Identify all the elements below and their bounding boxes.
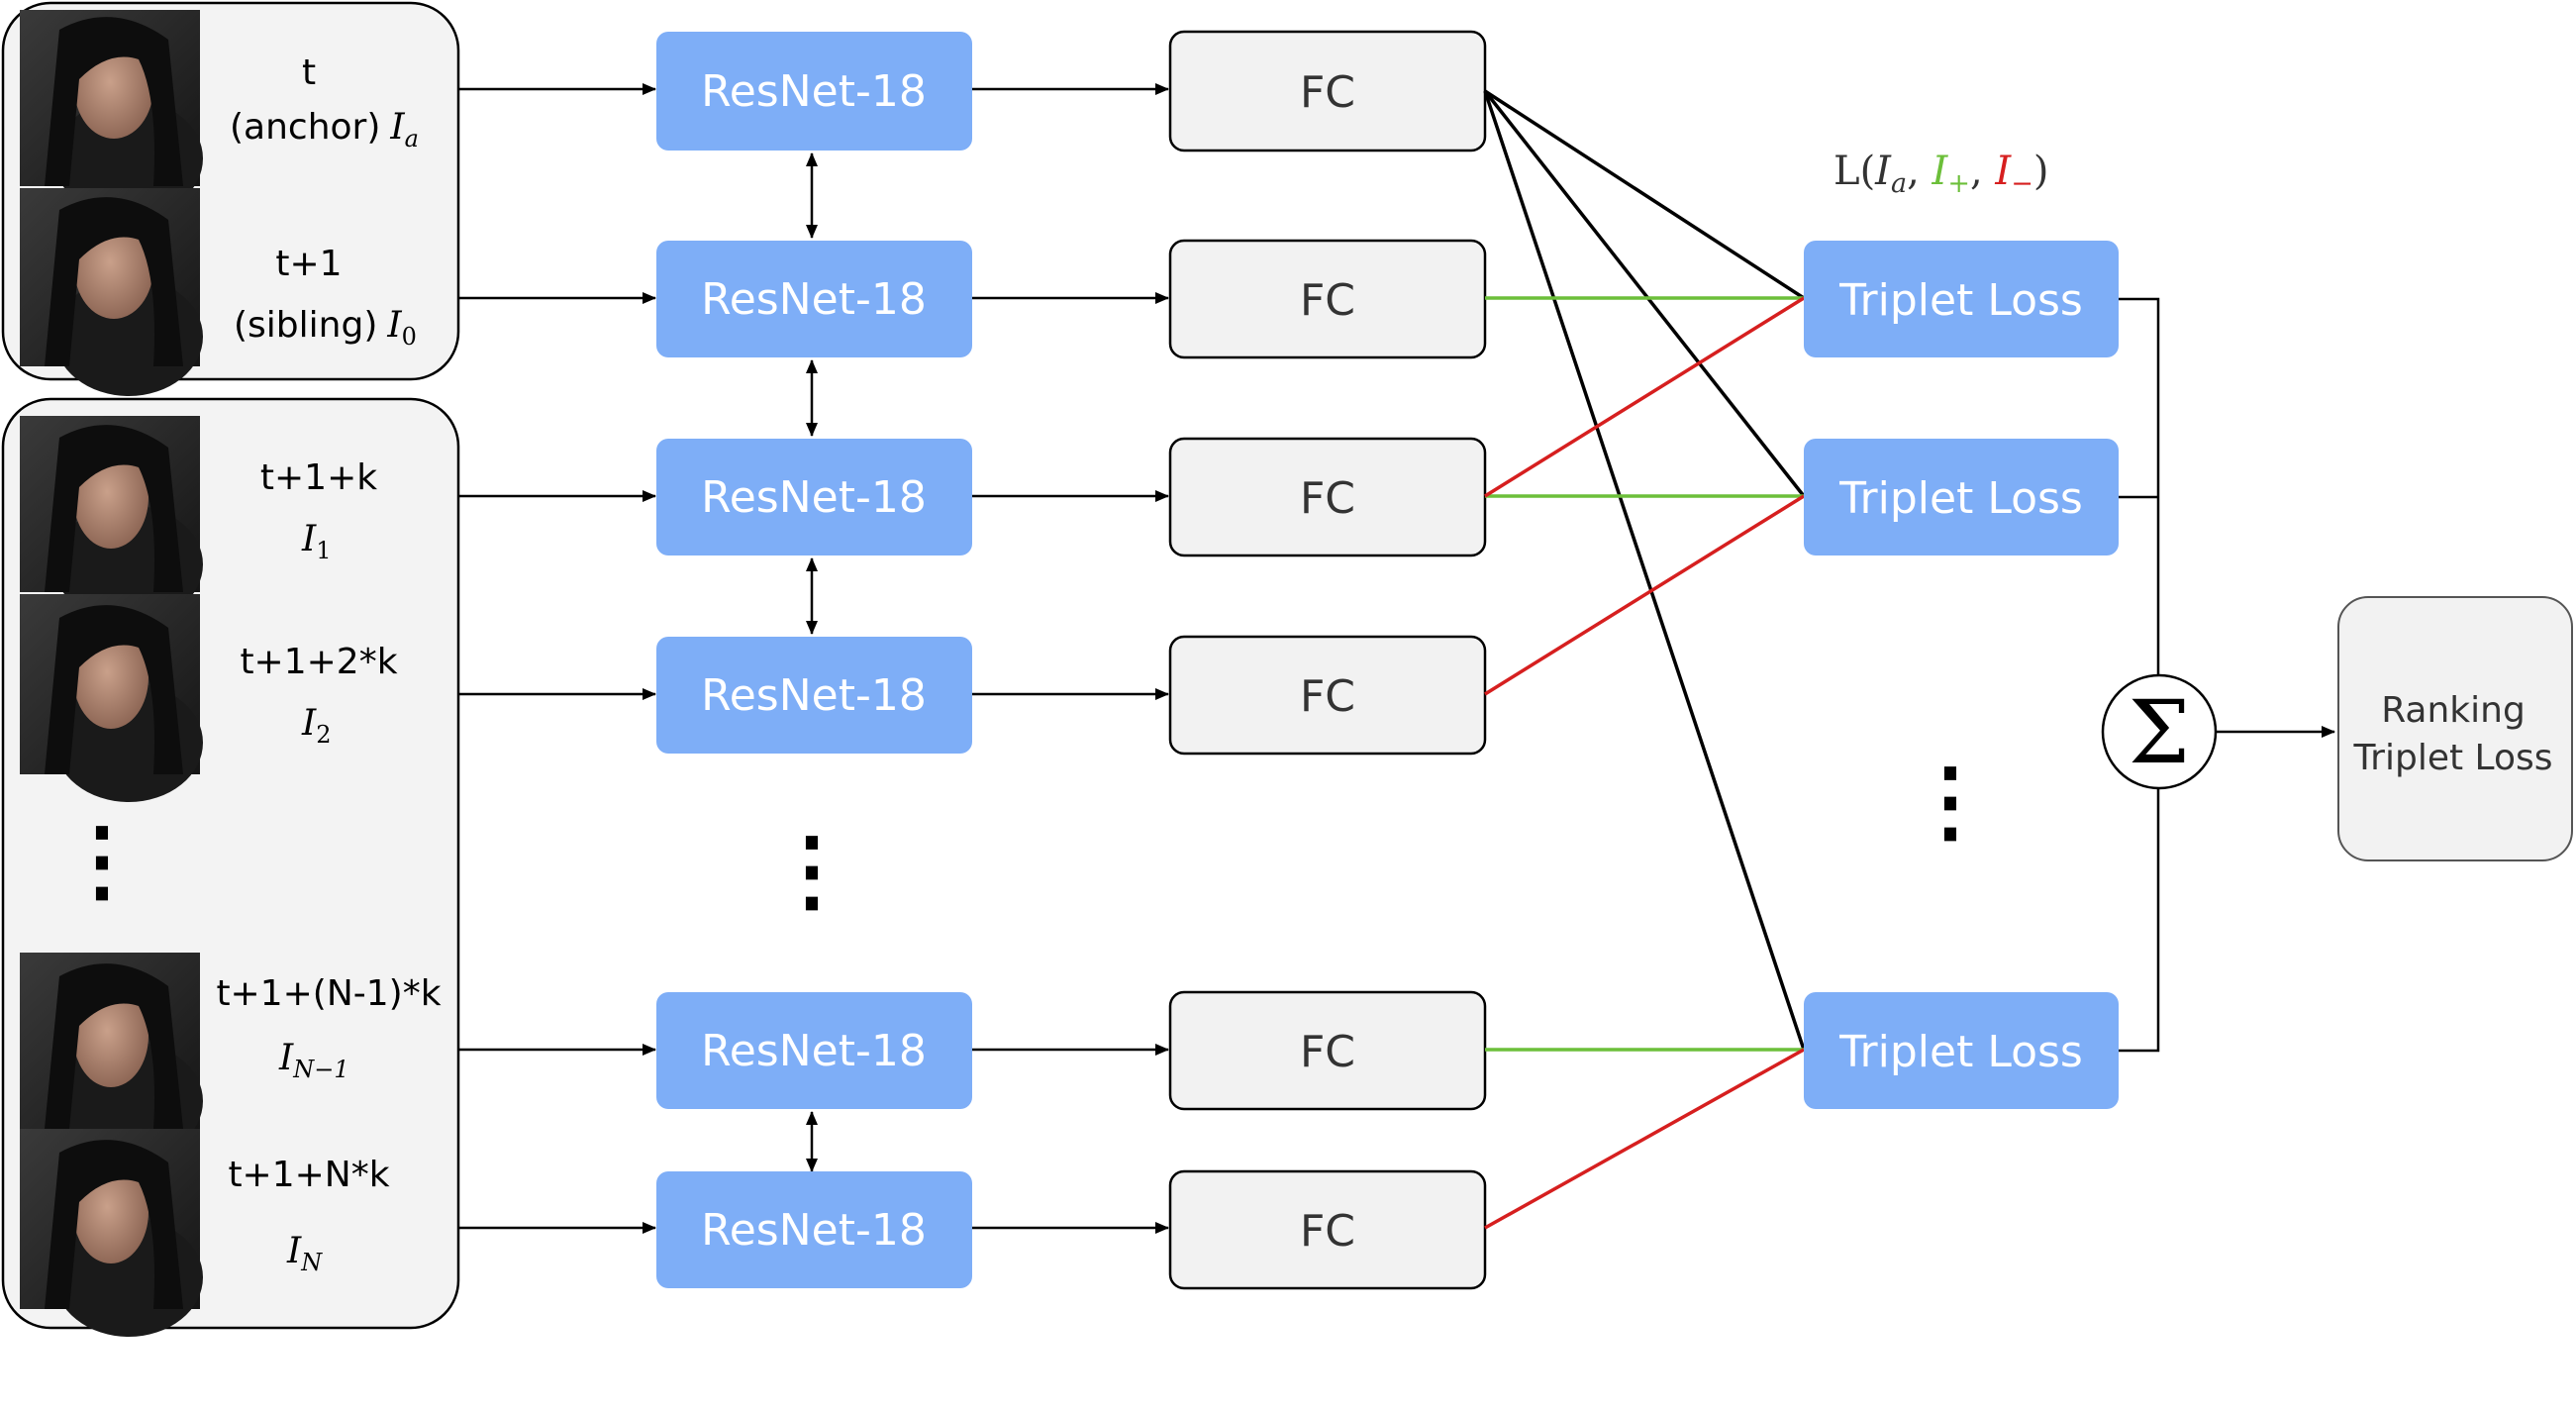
triplet-loss-label: Triplet Loss <box>1838 275 2083 326</box>
fc-label: FC <box>1300 275 1355 326</box>
face-thumbnail <box>20 416 203 624</box>
fc-label: FC <box>1300 671 1355 722</box>
anchor-connections <box>1483 89 1806 1051</box>
resnet-box <box>656 32 972 151</box>
resnet-label: ResNet-18 <box>701 670 927 721</box>
frame-symbol-line: (sibling) I0 <box>234 305 417 351</box>
fc-label: FC <box>1300 67 1355 118</box>
resnet-fc-arrows <box>972 83 1169 1234</box>
frame-time-label: t+1 <box>275 244 342 284</box>
resnet-box <box>656 439 972 556</box>
positive-connections <box>1485 296 1804 1052</box>
resnet-label: ResNet-18 <box>701 1205 927 1256</box>
resnet-box <box>656 637 972 754</box>
triplet-loss-box <box>1804 241 2119 357</box>
resnet-label: ResNet-18 <box>701 472 927 523</box>
output-label: Triplet Loss <box>2352 738 2552 778</box>
triplet-ellipsis: ⋮ <box>1906 749 1995 854</box>
resnet-column <box>656 32 972 1288</box>
triplet-loss-box <box>1804 992 2119 1109</box>
triplet-loss-label: Triplet Loss <box>1838 1027 2083 1077</box>
frame-time-label: t <box>302 52 316 93</box>
ranking-triplet-loss-box <box>2337 596 2573 861</box>
frames-ellipsis: ⋮ <box>57 808 147 913</box>
triplet-loss-box <box>1804 439 2119 556</box>
fc-box <box>1168 635 1487 756</box>
negative-connections <box>1484 296 1805 1230</box>
resnet-box <box>656 992 972 1109</box>
fc-label: FC <box>1300 473 1355 524</box>
fc-label: FC <box>1300 1027 1355 1077</box>
thumbnails <box>20 10 203 1337</box>
frame-time-label: t+1+2*k <box>240 642 397 682</box>
frame-time-label: t+1+(N-1)*k <box>216 973 441 1014</box>
fc-column <box>1168 30 1487 1290</box>
frame-time-label: t+1+k <box>260 457 377 498</box>
sum-connectors <box>2119 297 2160 1053</box>
face-thumbnail <box>20 1129 203 1337</box>
face-thumbnail <box>20 594 203 802</box>
fc-box <box>1168 1169 1487 1290</box>
resnet-label: ResNet-18 <box>701 66 927 117</box>
resnet-box <box>656 241 972 357</box>
frame-symbol-line: (anchor) Ia <box>230 107 419 152</box>
sum-symbol: Σ <box>2129 681 2190 783</box>
triplet-loss-label: Triplet Loss <box>1838 473 2083 524</box>
triplet-loss-formula: L(Ia, I+, I−) <box>1833 149 2048 199</box>
resnet-ellipsis: ⋮ <box>767 818 856 923</box>
frame-time-label: t+1+N*k <box>228 1155 389 1195</box>
frame-symbol-line: I1 <box>301 519 332 564</box>
frame-symbol-line: IN−1 <box>278 1038 349 1083</box>
frame-symbol-line: IN <box>286 1231 323 1276</box>
output-label: Ranking <box>2381 690 2526 731</box>
resnet-label: ResNet-18 <box>701 1026 927 1076</box>
input-arrows <box>458 83 656 1234</box>
frame-symbol-line: I2 <box>301 703 332 749</box>
face-thumbnail <box>20 188 203 396</box>
resnet-label: ResNet-18 <box>701 274 927 325</box>
fc-label: FC <box>1300 1206 1355 1257</box>
triplet-loss-column <box>1804 241 2119 1109</box>
resnet-box <box>656 1171 972 1288</box>
